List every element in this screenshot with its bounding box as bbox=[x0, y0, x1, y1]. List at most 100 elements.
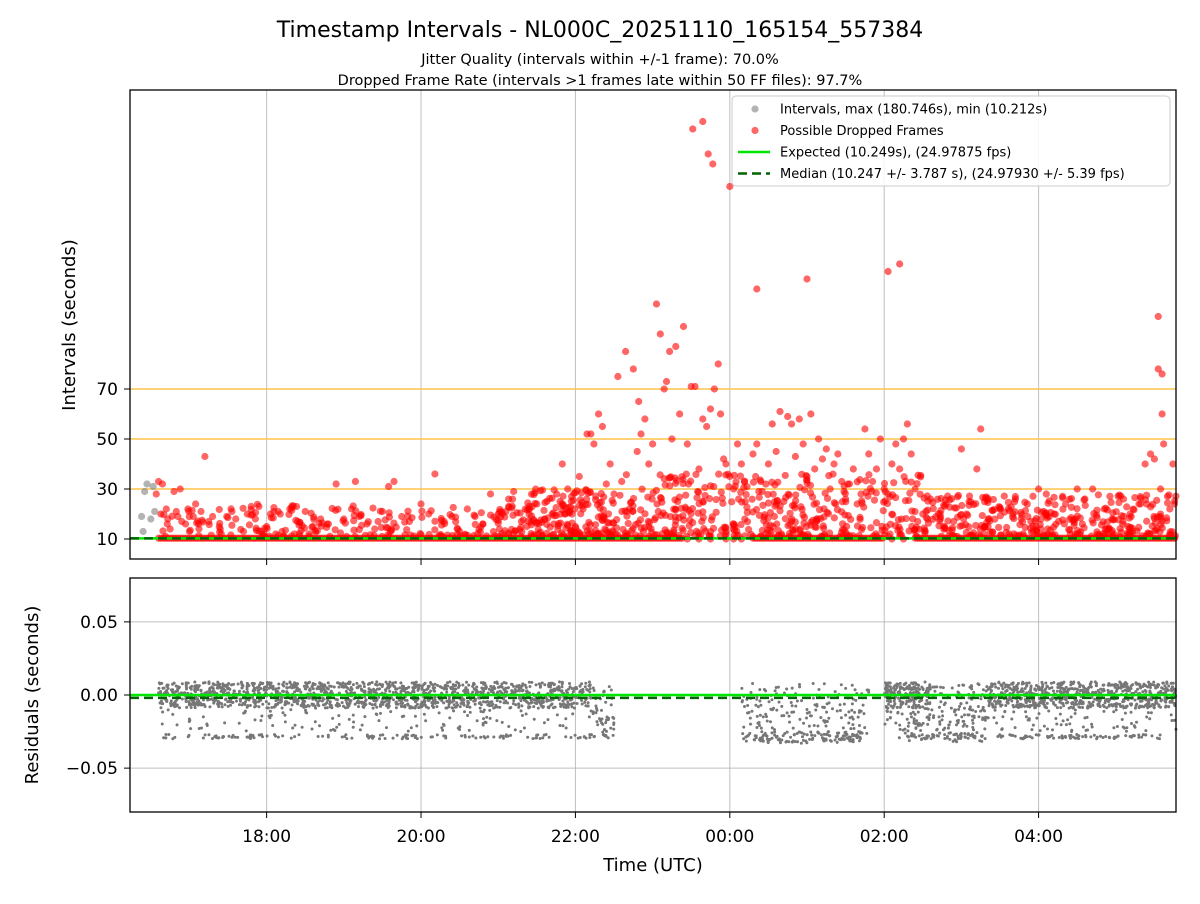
dropped-frame-point bbox=[856, 514, 863, 521]
residual-point bbox=[257, 685, 260, 688]
residual-point bbox=[1000, 704, 1003, 707]
residual-point bbox=[956, 690, 959, 693]
residual-point bbox=[414, 700, 417, 703]
residual-point bbox=[489, 717, 492, 720]
residual-point bbox=[800, 699, 803, 702]
residual-point bbox=[908, 739, 911, 742]
dropped-frame-point bbox=[841, 511, 848, 518]
dropped-frame-point bbox=[153, 490, 160, 497]
x-tick-label: 22:00 bbox=[551, 827, 600, 847]
dropped-frame-point bbox=[824, 509, 831, 516]
residual-point bbox=[258, 733, 261, 736]
residual-point bbox=[957, 684, 960, 687]
residual-point bbox=[287, 702, 290, 705]
residual-point bbox=[1069, 683, 1072, 686]
residual-point bbox=[580, 699, 583, 702]
residual-point bbox=[274, 699, 277, 702]
dropped-frame-point bbox=[550, 509, 557, 516]
residual-point bbox=[1048, 687, 1051, 690]
residual-point bbox=[315, 687, 318, 690]
residual-point bbox=[521, 714, 524, 717]
residual-point bbox=[452, 709, 455, 712]
dropped-frame-point bbox=[587, 521, 594, 528]
residual-point bbox=[310, 728, 313, 731]
residual-point bbox=[570, 687, 573, 690]
residual-point bbox=[411, 686, 414, 689]
residual-point bbox=[1035, 684, 1038, 687]
residual-point bbox=[160, 701, 163, 704]
residual-point bbox=[1062, 702, 1065, 705]
dropped-frame-point bbox=[917, 472, 924, 479]
residual-point bbox=[535, 683, 538, 686]
residual-point bbox=[474, 703, 477, 706]
residual-point bbox=[193, 686, 196, 689]
dropped-frame-point bbox=[1123, 503, 1130, 510]
residual-point bbox=[601, 717, 604, 720]
dropped-frame-point bbox=[676, 410, 683, 417]
residual-point bbox=[450, 687, 453, 690]
residual-point bbox=[375, 706, 378, 709]
residual-point bbox=[327, 734, 330, 737]
residual-point bbox=[223, 685, 226, 688]
residual-point bbox=[888, 700, 891, 703]
residual-point bbox=[376, 684, 379, 687]
residual-point bbox=[200, 727, 203, 730]
residual-point bbox=[854, 699, 857, 702]
residual-point bbox=[519, 699, 522, 702]
dropped-frame-point bbox=[170, 488, 177, 495]
residual-point bbox=[455, 701, 458, 704]
residual-point bbox=[343, 735, 346, 738]
residual-point bbox=[947, 727, 950, 730]
residual-point bbox=[227, 735, 230, 738]
dropped-frame-point bbox=[598, 530, 605, 537]
residual-point bbox=[395, 706, 398, 709]
residual-point bbox=[251, 697, 254, 700]
residual-point bbox=[742, 726, 745, 729]
residual-point bbox=[181, 682, 184, 685]
residual-point bbox=[746, 735, 749, 738]
dropped-frame-point bbox=[1089, 485, 1096, 492]
residual-point bbox=[176, 723, 179, 726]
dropped-frame-point bbox=[774, 479, 781, 486]
residual-point bbox=[844, 687, 847, 690]
residual-point bbox=[367, 683, 370, 686]
residual-point bbox=[847, 736, 850, 739]
residual-point bbox=[432, 686, 435, 689]
residual-point bbox=[502, 681, 505, 684]
interval-point bbox=[138, 513, 145, 520]
residual-point bbox=[969, 705, 972, 708]
dropped-frame-point bbox=[862, 477, 869, 484]
dropped-frame-point bbox=[749, 450, 756, 457]
residual-point bbox=[396, 687, 399, 690]
residual-point bbox=[905, 702, 908, 705]
residual-point bbox=[914, 727, 917, 730]
residual-point bbox=[1038, 734, 1041, 737]
residual-point bbox=[1118, 703, 1121, 706]
residual-point bbox=[491, 703, 494, 706]
dropped-frame-point bbox=[886, 530, 893, 537]
dropped-frame-point bbox=[650, 489, 657, 496]
residual-point bbox=[1034, 702, 1037, 705]
dropped-frame-point bbox=[902, 478, 909, 485]
dropped-frame-point bbox=[850, 465, 857, 472]
residual-point bbox=[1162, 681, 1165, 684]
residual-point bbox=[889, 682, 892, 685]
dropped-frame-point bbox=[572, 489, 579, 496]
dropped-frame-point bbox=[801, 486, 808, 493]
residual-point bbox=[1012, 686, 1015, 689]
residual-point bbox=[852, 718, 855, 721]
residual-point bbox=[263, 689, 266, 692]
residual-point bbox=[181, 698, 184, 701]
residual-point bbox=[1124, 734, 1127, 737]
residual-point bbox=[444, 684, 447, 687]
residual-point bbox=[476, 719, 479, 722]
residual-point bbox=[887, 703, 890, 706]
residual-point bbox=[284, 720, 287, 723]
dropped-frame-point bbox=[431, 526, 438, 533]
residual-point bbox=[265, 700, 268, 703]
dropped-frame-point bbox=[510, 488, 517, 495]
dropped-frame-point bbox=[616, 492, 623, 499]
residual-point bbox=[296, 688, 299, 691]
residual-point bbox=[902, 729, 905, 732]
dropped-frame-point bbox=[358, 522, 365, 529]
